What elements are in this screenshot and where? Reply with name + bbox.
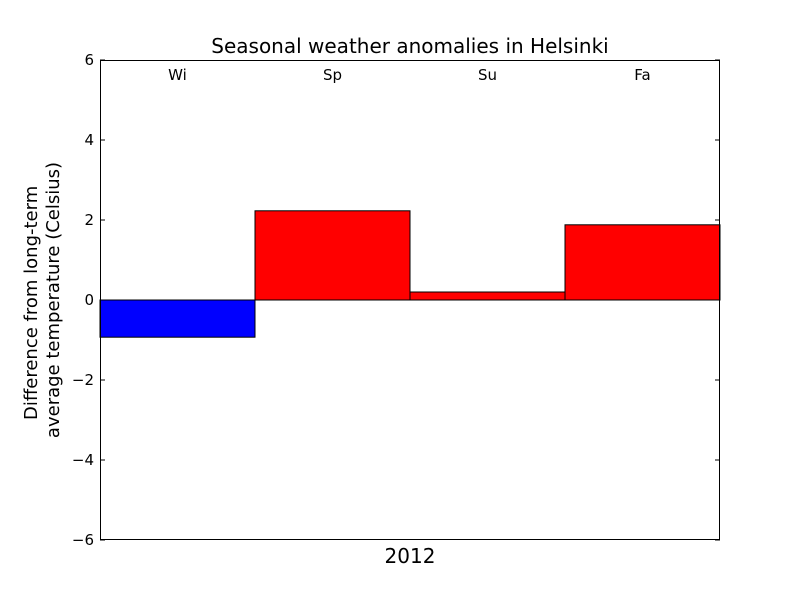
season-label-sp: Sp [323,66,342,84]
y-tick-label: −4 [72,451,94,469]
y-axis-label-line-1: Difference from long-term [21,186,42,420]
x-axis-label: 2012 [385,544,436,568]
y-axis-label: Difference from long-term average temper… [21,162,64,438]
y-tick-label: 4 [84,131,94,149]
bar-sp [254,210,411,301]
bars-layer [99,210,721,338]
bar-wi [99,299,256,338]
bar-su [409,291,566,301]
y-axis-label-line-2: average temperature (Celsius) [43,162,64,438]
y-tick-label: −6 [72,531,94,549]
y-ticks: −6 −4 −2 0 2 4 6 [72,51,720,549]
season-labels: Wi Sp Su Fa [168,66,651,84]
y-tick-label: 6 [84,51,94,69]
season-label-su: Su [478,66,497,84]
y-tick-label: −2 [72,371,94,389]
plot-frame [100,60,720,540]
bar-fa [564,224,721,301]
y-tick-label: 2 [84,211,94,229]
y-tick-label: 0 [84,291,94,309]
chart-title: Seasonal weather anomalies in Helsinki [211,34,608,58]
season-label-wi: Wi [168,66,187,84]
season-label-fa: Fa [634,66,650,84]
